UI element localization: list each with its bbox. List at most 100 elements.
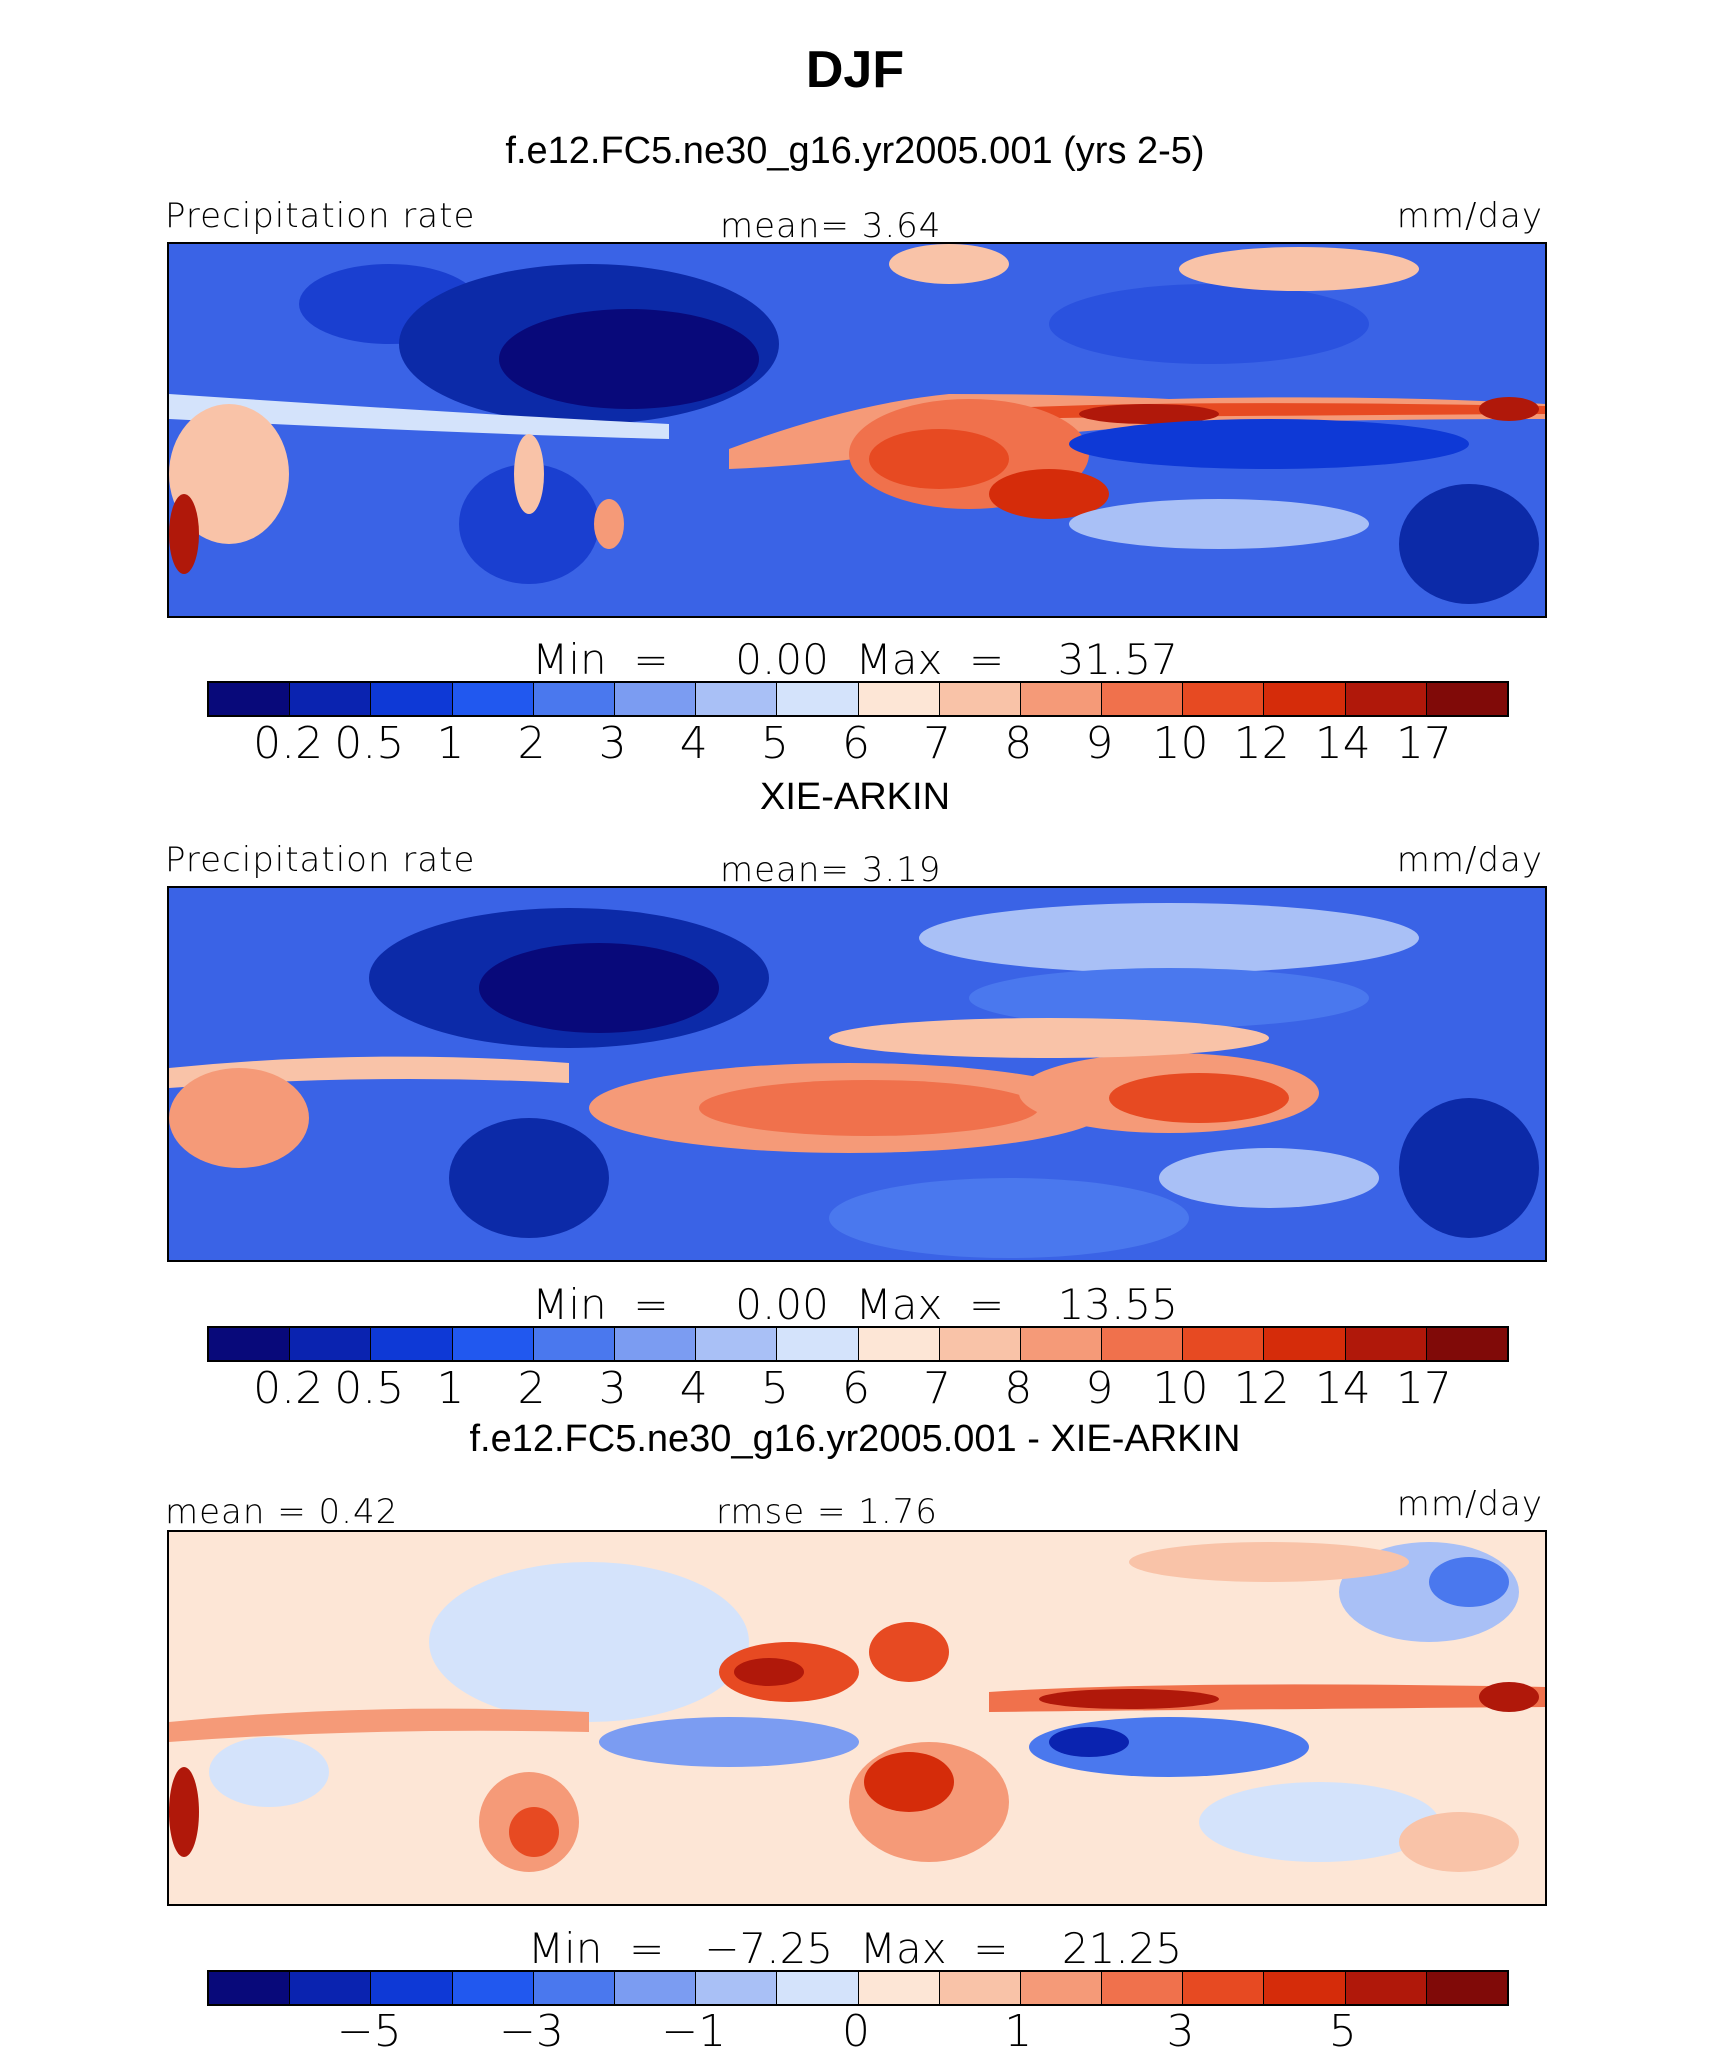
figure-title: DJF xyxy=(805,41,905,99)
colorbar-swatch xyxy=(1264,683,1346,715)
colorbar-tick-label: 5 xyxy=(1328,2006,1357,2057)
colorbar-tick-label: 0 xyxy=(842,2006,870,2057)
colorbar-tick-label: 3 xyxy=(598,1363,627,1414)
colorbar-swatch xyxy=(533,683,615,715)
colorbar-tick-label: 0.2 xyxy=(253,1363,324,1414)
colorbar-swatch xyxy=(858,1972,940,2004)
colorbar-tick-label: 4 xyxy=(679,718,708,769)
colorbar-swatch xyxy=(209,683,291,715)
colorbar-swatch xyxy=(1426,1972,1507,2004)
colorbar-tick-label: 0.5 xyxy=(334,1363,405,1414)
colorbar-tick-label: 2 xyxy=(517,718,546,769)
colorbar-swatch xyxy=(371,683,453,715)
colorbar-tick-label: 8 xyxy=(1004,1363,1033,1414)
colorbar-tick-label: 5 xyxy=(760,718,789,769)
colorbar-tick-label: 7 xyxy=(923,1363,952,1414)
colorbar-swatch xyxy=(452,1328,534,1360)
panel-2-colorbar xyxy=(207,1326,1509,1362)
panel-3-map xyxy=(167,1530,1547,1906)
colorbar-swatch xyxy=(371,1328,453,1360)
panel-2-mean-label: mean= 3.19 xyxy=(720,850,942,890)
panel-1-mean-label: mean= 3.64 xyxy=(720,206,942,246)
colorbar-tick-label: 1 xyxy=(1004,2006,1033,2057)
colorbar-swatch xyxy=(1345,1972,1427,2004)
colorbar-swatch xyxy=(533,1328,615,1360)
colorbar-tick-label: −1 xyxy=(661,2006,727,2057)
colorbar-swatch xyxy=(1020,683,1103,715)
colorbar-tick-label: 1 xyxy=(436,1363,465,1414)
colorbar-tick-label: 6 xyxy=(842,1363,870,1414)
colorbar-tick-label: 3 xyxy=(598,718,627,769)
colorbar-swatch xyxy=(614,1972,697,2004)
colorbar-swatch xyxy=(1345,683,1427,715)
colorbar-swatch xyxy=(290,683,372,715)
colorbar-tick-label: 10 xyxy=(1152,718,1209,769)
colorbar-tick-label: 8 xyxy=(1004,718,1033,769)
colorbar-swatch xyxy=(1020,1972,1103,2004)
colorbar-tick-label: 12 xyxy=(1233,718,1290,769)
colorbar-swatch xyxy=(696,1972,778,2004)
colorbar-swatch xyxy=(696,683,778,715)
colorbar-swatch xyxy=(1183,683,1265,715)
colorbar-swatch xyxy=(939,683,1021,715)
panel-3-mean-label: mean = 0.42 xyxy=(165,1492,399,1532)
panel-1-units-label: mm/day xyxy=(1396,196,1543,236)
colorbar-tick-label: 0.5 xyxy=(334,718,405,769)
colorbar-swatch xyxy=(1020,1328,1103,1360)
panel-3-units-label: mm/day xyxy=(1396,1484,1543,1524)
colorbar-swatch xyxy=(290,1328,372,1360)
panel-1-min-max: Min = 0.00 Max = 31.57 xyxy=(532,635,1178,684)
panel-3-colorbar-ticks: −5 −3 −1 0 1 3 5 xyxy=(207,2006,1505,2057)
colorbar-swatch xyxy=(1102,1328,1184,1360)
colorbar-swatch xyxy=(1264,1328,1346,1360)
colorbar-swatch xyxy=(696,1328,778,1360)
colorbar-swatch xyxy=(939,1972,1021,2004)
colorbar-swatch xyxy=(614,1328,697,1360)
panel-2-map xyxy=(167,886,1547,1262)
colorbar-tick-label: 17 xyxy=(1395,718,1452,769)
colorbar-swatch xyxy=(1102,683,1184,715)
panel-1-variable-label: Precipitation rate xyxy=(165,196,476,236)
colorbar-swatch xyxy=(1102,1972,1184,2004)
panel-1-colorbar xyxy=(207,681,1509,717)
colorbar-tick-label: 2 xyxy=(517,1363,546,1414)
colorbar-swatch xyxy=(777,683,859,715)
colorbar-swatch xyxy=(1183,1972,1265,2004)
colorbar-tick-label: −3 xyxy=(499,2006,564,2057)
colorbar-swatch xyxy=(777,1972,859,2004)
colorbar-swatch xyxy=(452,683,534,715)
colorbar-swatch xyxy=(1426,683,1507,715)
colorbar-swatch xyxy=(209,1972,291,2004)
colorbar-tick-label: 3 xyxy=(1166,2006,1195,2057)
colorbar-swatch xyxy=(1426,1328,1507,1360)
colorbar-tick-label: 9 xyxy=(1085,718,1114,769)
panel-1-subtitle: f.e12.FC5.ne30_g16.yr2005.001 (yrs 2-5) xyxy=(505,130,1205,172)
colorbar-swatch xyxy=(290,1972,372,2004)
colorbar-tick-label: −5 xyxy=(336,2006,402,2057)
colorbar-swatch xyxy=(939,1328,1021,1360)
colorbar-swatch xyxy=(1183,1328,1265,1360)
panel-2-units-label: mm/day xyxy=(1396,840,1543,880)
colorbar-tick-label: 1 xyxy=(436,718,465,769)
colorbar-swatch xyxy=(452,1972,534,2004)
colorbar-tick-label: 17 xyxy=(1395,1363,1452,1414)
colorbar-swatch xyxy=(371,1972,453,2004)
colorbar-tick-label: 4 xyxy=(679,1363,708,1414)
colorbar-tick-label: 7 xyxy=(923,718,952,769)
panel-3-min-max: Min = −7.25 Max = 21.25 xyxy=(527,1924,1183,1973)
colorbar-tick-label: 14 xyxy=(1314,1363,1371,1414)
colorbar-tick-label: 14 xyxy=(1314,718,1371,769)
panel-1-colorbar-ticks: 0.2 0.5 1 2 3 4 5 6 7 8 9 10 12 14 17 xyxy=(207,718,1505,769)
panel-2-colorbar-ticks: 0.2 0.5 1 2 3 4 5 6 7 8 9 10 12 14 17 xyxy=(207,1363,1505,1414)
colorbar-tick-label: 10 xyxy=(1152,1363,1209,1414)
colorbar-tick-label: 9 xyxy=(1085,1363,1114,1414)
panel-3-colorbar xyxy=(207,1970,1509,2006)
panel-2-variable-label: Precipitation rate xyxy=(165,840,476,880)
colorbar-tick-label: 5 xyxy=(760,1363,789,1414)
colorbar-tick-label: 0.2 xyxy=(253,718,324,769)
colorbar-swatch xyxy=(209,1328,291,1360)
colorbar-swatch xyxy=(858,1328,940,1360)
panel-3-subtitle: f.e12.FC5.ne30_g16.yr2005.001 - XIE-ARKI… xyxy=(469,1418,1241,1460)
panel-3-rmse-label: rmse = 1.76 xyxy=(716,1492,938,1532)
colorbar-tick-label: 6 xyxy=(842,718,870,769)
